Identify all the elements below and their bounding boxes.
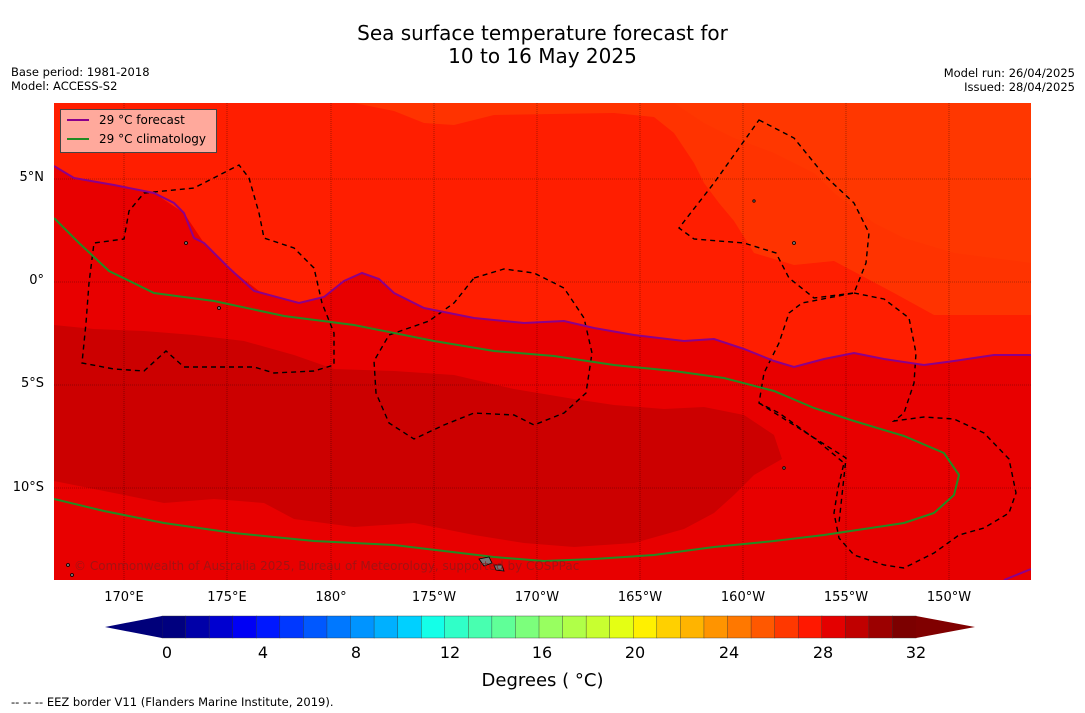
- sst-band-27-upper: [674, 103, 1031, 263]
- lon-label-170w: 170°W: [514, 590, 560, 605]
- colorbar-cell: [256, 615, 281, 639]
- colorbar-tick-16: 16: [531, 643, 553, 662]
- lat-label-10s: 10°S: [12, 480, 44, 495]
- colorbar-tick-24: 24: [718, 643, 740, 662]
- colorbar-cell: [797, 615, 823, 639]
- colorbar-tick-28: 28: [812, 643, 834, 662]
- lon-label-160w: 160°W: [720, 590, 766, 605]
- colorbar-cell: [868, 615, 893, 639]
- colorbar-cell: [491, 615, 516, 639]
- lat-label-5s: 5°S: [20, 376, 44, 391]
- colorbar-cell: [397, 615, 422, 639]
- colorbar-tick-0: 0: [161, 643, 173, 662]
- colorbar-cell: [774, 615, 799, 639]
- colorbar-under-arrow: [105, 616, 162, 638]
- colorbar-cell: [468, 615, 493, 639]
- legend-item-climatology: 29 °C climatology: [67, 130, 206, 148]
- island-markers: [66, 199, 796, 577]
- colorbar-tick-4: 4: [257, 643, 269, 662]
- colorbar-cell: [703, 615, 728, 639]
- colorbar-cell: [821, 615, 846, 639]
- base-period: Base period: 1981-2018: [11, 65, 150, 79]
- colorbar-cell: [845, 615, 870, 639]
- copyright-notice: © Commonwealth of Australia 2025, Bureau…: [74, 559, 580, 573]
- sst-map-canvas: [53, 103, 1032, 581]
- colorbar-cell: [326, 615, 351, 639]
- title-line-1: Sea surface temperature forecast for: [357, 21, 728, 45]
- colorbar-tick-8: 8: [350, 643, 362, 662]
- colorbar-cell: [444, 615, 469, 639]
- colorbar-cell: [232, 615, 257, 639]
- lon-label-180: 180°: [315, 590, 347, 605]
- map-title: Sea surface temperature forecast for 10 …: [0, 22, 1085, 68]
- sst-band-30-31: [54, 325, 782, 547]
- colorbar-cell: [656, 615, 681, 639]
- sst-map: [53, 103, 1032, 581]
- colorbar-cell: [680, 615, 705, 639]
- issued-date: Issued: 28/04/2025: [964, 80, 1075, 94]
- colorbar-cell: [562, 615, 587, 639]
- contour-legend: 29 °C forecast 29 °C climatology: [60, 109, 217, 153]
- title-line-2: 10 to 16 May 2025: [448, 44, 637, 68]
- colorbar-cell: [350, 615, 375, 639]
- legend-label-climatology: 29 °C climatology: [99, 132, 207, 146]
- legend-swatch-climatology: [67, 138, 89, 140]
- colorbar-cell: [279, 615, 304, 639]
- run-info: Model run: 26/04/2025 Issued: 28/04/2025: [944, 66, 1075, 94]
- colorbar-tick-12: 12: [439, 643, 461, 662]
- colorbar-cell: [515, 615, 540, 639]
- colorbar-cell: [208, 615, 234, 639]
- lat-label-0: 0°: [29, 273, 44, 288]
- lon-label-170e: 170°E: [104, 590, 144, 605]
- colorbar-cell: [420, 615, 446, 639]
- colorbar: [105, 615, 975, 639]
- colorbar-cell: [373, 615, 399, 639]
- model-name: Model: ACCESS-S2: [11, 79, 118, 93]
- eez-borders: [81, 119, 1017, 569]
- climatology-29c-contour: [53, 217, 961, 563]
- lon-label-165w: 165°W: [617, 590, 663, 605]
- colorbar-tick-32: 32: [905, 643, 927, 662]
- colorbar-cell: [185, 615, 210, 639]
- base-info: Base period: 1981-2018 Model: ACCESS-S2: [11, 65, 150, 93]
- colorbar-over-arrow: [916, 616, 975, 638]
- colorbar-cell: [303, 615, 328, 639]
- colorbar-cell: [538, 615, 564, 639]
- forecast-29c-contour: [53, 165, 1031, 369]
- colorbar-cell: [585, 615, 611, 639]
- colorbar-cell: [609, 615, 634, 639]
- colorbar-cell: [892, 615, 917, 639]
- model-run: Model run: 26/04/2025: [943, 66, 1075, 80]
- colorbar-tick-20: 20: [624, 643, 646, 662]
- colorbar-cell: [750, 615, 776, 639]
- lon-label-175e: 175°E: [207, 590, 247, 605]
- colorbar-label: Degrees ( °C): [481, 670, 604, 691]
- colorbar-cell: [727, 615, 752, 639]
- colorbar-cells: [161, 615, 917, 639]
- lon-label-150w: 150°W: [926, 590, 972, 605]
- colorbar-cell: [633, 615, 658, 639]
- legend-label-forecast: 29 °C forecast: [99, 113, 185, 127]
- eez-footnote: -- -- -- EEZ border V11 (Flanders Marine…: [11, 695, 334, 709]
- lat-label-5n: 5°N: [19, 170, 45, 185]
- legend-swatch-forecast: [67, 119, 89, 121]
- lon-label-175w: 175°W: [411, 590, 457, 605]
- legend-item-forecast: 29 °C forecast: [67, 111, 185, 129]
- colorbar-cell: [161, 615, 187, 639]
- lon-label-155w: 155°W: [823, 590, 869, 605]
- forecast-29c-contour-south: [1003, 568, 1032, 581]
